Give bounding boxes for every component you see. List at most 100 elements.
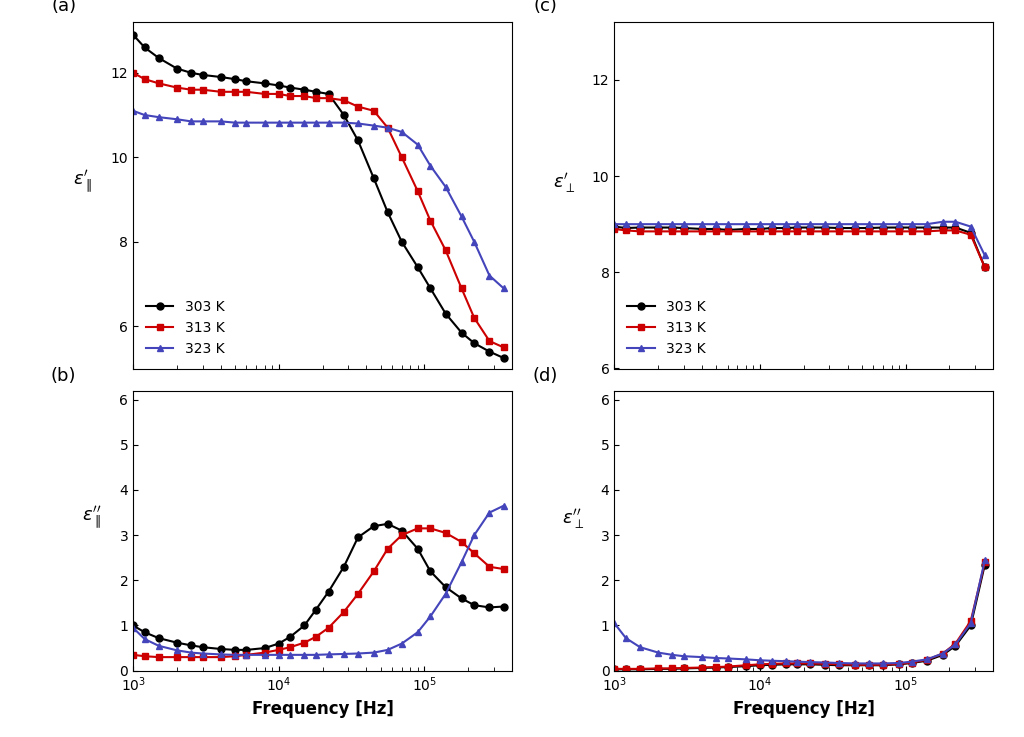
323 K bbox=[754, 656, 766, 665]
323 K bbox=[368, 121, 380, 130]
323 K bbox=[424, 612, 436, 621]
313 K bbox=[652, 664, 665, 673]
303 K bbox=[215, 645, 227, 654]
313 K bbox=[667, 227, 679, 236]
323 K bbox=[667, 220, 679, 228]
323 K bbox=[722, 220, 734, 228]
303 K bbox=[197, 71, 209, 80]
313 K bbox=[620, 226, 632, 235]
323 K bbox=[228, 118, 241, 127]
313 K bbox=[272, 646, 285, 654]
313 K bbox=[905, 227, 918, 236]
323 K bbox=[284, 651, 296, 660]
303 K bbox=[241, 646, 253, 654]
303 K bbox=[804, 660, 816, 668]
323 K bbox=[338, 118, 350, 127]
313 K bbox=[710, 227, 722, 236]
303 K bbox=[722, 226, 734, 234]
313 K bbox=[215, 88, 227, 97]
Legend: 303 K, 313 K, 323 K: 303 K, 313 K, 323 K bbox=[140, 295, 229, 362]
313 K bbox=[921, 227, 933, 236]
Line: 303 K: 303 K bbox=[611, 561, 988, 673]
323 K bbox=[765, 657, 777, 666]
303 K bbox=[338, 562, 350, 571]
323 K bbox=[979, 251, 991, 260]
313 K bbox=[754, 660, 766, 668]
303 K bbox=[921, 657, 933, 666]
303 K bbox=[468, 339, 480, 348]
X-axis label: Frequency [Hz]: Frequency [Hz] bbox=[252, 699, 393, 718]
323 K bbox=[498, 501, 510, 510]
303 K bbox=[368, 522, 380, 531]
313 K bbox=[739, 227, 752, 236]
313 K bbox=[877, 660, 889, 669]
303 K bbox=[905, 659, 918, 668]
323 K bbox=[498, 284, 510, 293]
313 K bbox=[754, 227, 766, 236]
323 K bbox=[424, 161, 436, 170]
323 K bbox=[483, 271, 496, 280]
323 K bbox=[468, 237, 480, 246]
313 K bbox=[456, 537, 468, 546]
Line: 323 K: 323 K bbox=[130, 503, 507, 658]
303 K bbox=[791, 223, 803, 232]
303 K bbox=[395, 237, 408, 246]
303 K bbox=[696, 225, 709, 234]
323 K bbox=[153, 641, 165, 650]
323 K bbox=[412, 140, 424, 149]
323 K bbox=[395, 639, 408, 648]
313 K bbox=[424, 524, 436, 533]
313 K bbox=[608, 665, 621, 674]
303 K bbox=[284, 83, 296, 92]
313 K bbox=[127, 651, 139, 660]
323 K bbox=[620, 634, 632, 643]
313 K bbox=[652, 227, 665, 236]
313 K bbox=[834, 227, 846, 236]
303 K bbox=[483, 603, 496, 612]
323 K bbox=[849, 220, 861, 228]
323 K bbox=[412, 628, 424, 637]
323 K bbox=[456, 558, 468, 567]
303 K bbox=[258, 79, 270, 88]
313 K bbox=[863, 227, 876, 236]
313 K bbox=[483, 337, 496, 346]
313 K bbox=[138, 652, 151, 660]
323 K bbox=[779, 220, 792, 228]
303 K bbox=[791, 660, 803, 668]
313 K bbox=[468, 549, 480, 558]
313 K bbox=[863, 660, 876, 669]
313 K bbox=[979, 263, 991, 272]
323 K bbox=[949, 640, 962, 649]
Line: 313 K: 313 K bbox=[130, 69, 507, 351]
Text: (c): (c) bbox=[534, 0, 557, 15]
303 K bbox=[468, 601, 480, 609]
323 K bbox=[937, 217, 949, 226]
323 K bbox=[877, 659, 889, 668]
303 K bbox=[949, 223, 962, 232]
323 K bbox=[153, 113, 165, 122]
303 K bbox=[352, 533, 365, 542]
303 K bbox=[652, 223, 665, 232]
323 K bbox=[791, 657, 803, 666]
313 K bbox=[309, 94, 322, 102]
313 K bbox=[739, 661, 752, 670]
323 K bbox=[779, 657, 792, 666]
313 K bbox=[412, 524, 424, 533]
Line: 323 K: 323 K bbox=[611, 556, 988, 667]
303 K bbox=[652, 665, 665, 674]
323 K bbox=[965, 619, 977, 628]
313 K bbox=[634, 665, 646, 674]
313 K bbox=[834, 660, 846, 668]
303 K bbox=[382, 520, 394, 528]
323 K bbox=[696, 220, 709, 228]
323 K bbox=[652, 220, 665, 228]
303 K bbox=[298, 621, 310, 630]
323 K bbox=[765, 220, 777, 228]
313 K bbox=[395, 153, 408, 161]
323 K bbox=[652, 648, 665, 657]
303 K bbox=[439, 583, 452, 592]
323 K bbox=[937, 649, 949, 658]
323 K bbox=[905, 657, 918, 666]
323 K bbox=[323, 650, 335, 659]
323 K bbox=[138, 111, 151, 119]
